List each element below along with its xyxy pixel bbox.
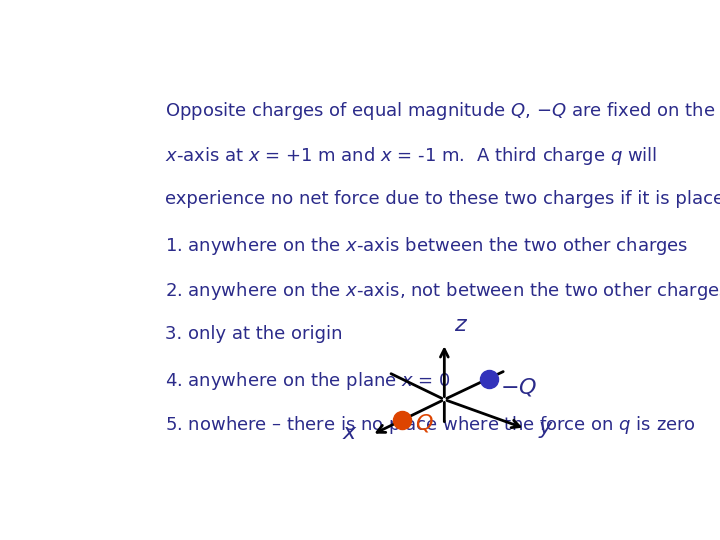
Text: experience no net force due to these two charges if it is placed: experience no net force due to these two… (166, 190, 720, 208)
Text: $-Q$: $-Q$ (500, 377, 537, 399)
Text: Opposite charges of equal magnitude $Q$, $-Q$ are fixed on the: Opposite charges of equal magnitude $Q$,… (166, 100, 716, 122)
Text: $x$-axis at $x$ = +1 m and $x$ = -1 m.  A third charge $q$ will: $x$-axis at $x$ = +1 m and $x$ = -1 m. A… (166, 145, 657, 167)
Text: 4. anywhere on the plane $x$ = 0: 4. anywhere on the plane $x$ = 0 (166, 369, 451, 392)
Text: 1. anywhere on the $x$-axis between the two other charges: 1. anywhere on the $x$-axis between the … (166, 235, 689, 257)
Text: 2. anywhere on the $x$-axis, not between the two other charges: 2. anywhere on the $x$-axis, not between… (166, 280, 720, 302)
Text: $y$: $y$ (538, 417, 554, 440)
Text: $Q$: $Q$ (415, 413, 433, 434)
Text: $z$: $z$ (454, 314, 469, 336)
Text: 5. nowhere – there is no place where the force on $q$ is zero: 5. nowhere – there is no place where the… (166, 415, 696, 436)
Text: 3. only at the origin: 3. only at the origin (166, 325, 343, 343)
Text: $x$: $x$ (342, 422, 358, 444)
